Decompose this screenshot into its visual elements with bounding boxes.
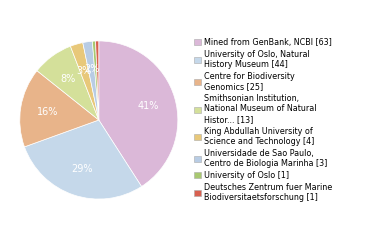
Wedge shape (96, 41, 99, 120)
Text: 8%: 8% (61, 73, 76, 84)
Legend: Mined from GenBank, NCBI [63], University of Oslo, Natural
History Museum [44], : Mined from GenBank, NCBI [63], Universit… (194, 38, 332, 202)
Wedge shape (99, 41, 178, 186)
Text: 41%: 41% (138, 101, 159, 111)
Text: 2%: 2% (84, 64, 99, 74)
Wedge shape (70, 42, 99, 120)
Text: 16%: 16% (37, 107, 59, 117)
Text: 3%: 3% (77, 66, 92, 76)
Wedge shape (92, 41, 99, 120)
Text: 29%: 29% (71, 164, 93, 174)
Wedge shape (37, 46, 99, 120)
Wedge shape (83, 41, 99, 120)
Wedge shape (20, 71, 99, 147)
Wedge shape (24, 120, 141, 199)
